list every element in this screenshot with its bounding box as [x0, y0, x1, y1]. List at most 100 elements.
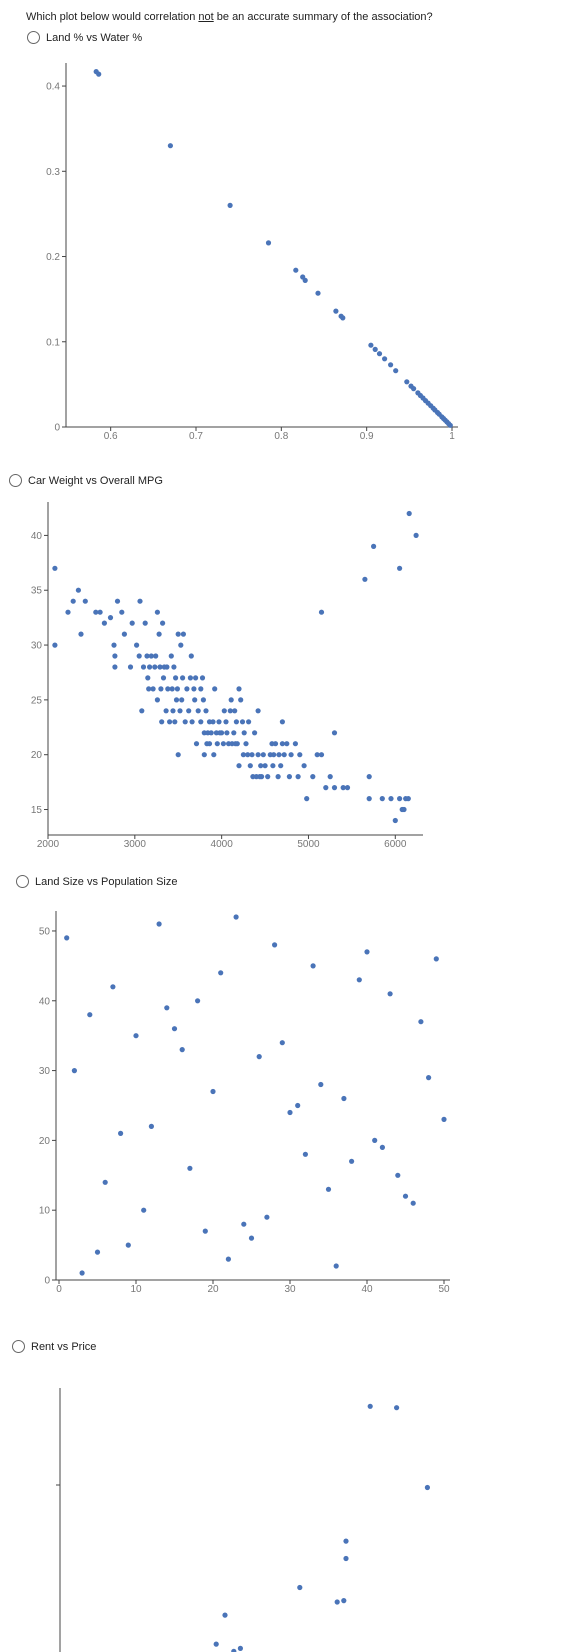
- y-tick-label: 0: [54, 423, 60, 434]
- data-point: [293, 267, 299, 273]
- x-tick-label: 0: [56, 1284, 62, 1295]
- data-point: [258, 763, 264, 769]
- y-tick-label: 0.3: [46, 167, 60, 178]
- x-tick-label: 20: [207, 1284, 219, 1295]
- data-point: [140, 664, 147, 670]
- option-land-size-vs-population[interactable]: Land Size vs Population Size: [16, 875, 177, 888]
- y-tick-label: 20: [39, 1136, 51, 1147]
- data-point: [343, 1538, 349, 1544]
- data-point: [297, 1584, 303, 1591]
- y-tick: 40: [39, 996, 56, 1007]
- data-point: [158, 686, 164, 692]
- data-point: [136, 653, 142, 659]
- data-point: [318, 609, 325, 615]
- data-point: [193, 675, 199, 681]
- data-point: [220, 741, 226, 747]
- data-point: [203, 708, 209, 714]
- y-tick-label: 25: [31, 695, 43, 706]
- option-car-weight-vs-mpg[interactable]: Car Weight vs Overall MPG: [9, 474, 163, 487]
- radio-button[interactable]: [9, 474, 22, 487]
- data-point: [249, 752, 255, 758]
- data-point: [248, 1235, 255, 1241]
- x-tick-label: 10: [130, 1284, 142, 1295]
- option-rent-vs-price[interactable]: Rent vs Price: [12, 1340, 96, 1353]
- data-point: [281, 752, 287, 758]
- data-point: [101, 620, 107, 626]
- data-point: [379, 796, 385, 802]
- data-point: [395, 1172, 401, 1178]
- x-tick: 0.9: [360, 427, 374, 442]
- radio-button[interactable]: [16, 875, 29, 888]
- data-point: [287, 1109, 293, 1116]
- y-tick-label: 20: [31, 750, 43, 761]
- x-tick: 40: [361, 1280, 373, 1295]
- data-point: [198, 686, 204, 692]
- x-tick-label: 30: [284, 1284, 296, 1295]
- data-point: [125, 1242, 131, 1248]
- y-tick: 15: [31, 805, 48, 816]
- data-point: [195, 708, 201, 714]
- data-point: [231, 1648, 237, 1652]
- data-point: [212, 686, 218, 692]
- option-land-vs-water[interactable]: Land % vs Water %: [27, 31, 142, 44]
- x-tick-label: 6000: [384, 839, 407, 850]
- data-point: [93, 609, 99, 615]
- data-point: [297, 752, 303, 758]
- radio-button[interactable]: [12, 1340, 25, 1353]
- data-point: [164, 664, 170, 670]
- data-point: [302, 1151, 308, 1157]
- data-point: [334, 1599, 340, 1605]
- y-tick: 0.1: [46, 337, 66, 348]
- data-point: [270, 763, 276, 769]
- data-point: [96, 71, 102, 77]
- data-point: [264, 1214, 270, 1220]
- data-point: [171, 1026, 178, 1032]
- data-point: [388, 362, 394, 368]
- data-point: [114, 598, 121, 604]
- data-point: [295, 1102, 301, 1109]
- data-point: [223, 719, 229, 725]
- data-point: [192, 697, 198, 703]
- data-point: [252, 730, 258, 736]
- data-point: [260, 752, 266, 758]
- data-point: [411, 386, 417, 392]
- y-tick: 0: [44, 1276, 56, 1287]
- data-point: [246, 719, 252, 725]
- data-point: [366, 774, 372, 780]
- data-point: [318, 1081, 324, 1088]
- data-point: [182, 719, 188, 725]
- y-tick: 30: [31, 641, 48, 652]
- data-point: [241, 730, 247, 736]
- data-point: [208, 730, 214, 736]
- question-emphasis: not: [198, 11, 214, 23]
- option-label: Rent vs Price: [31, 1340, 97, 1353]
- data-point: [238, 697, 244, 703]
- question-text: Which plot below would correlation not b…: [26, 11, 433, 23]
- data-point: [388, 796, 394, 802]
- data-point: [278, 763, 284, 769]
- data-point: [107, 615, 114, 621]
- x-tick-label: 1: [449, 431, 455, 442]
- data-point: [165, 686, 171, 692]
- x-tick: 0: [56, 1280, 62, 1295]
- data-point: [331, 730, 338, 736]
- data-point: [184, 686, 190, 692]
- data-point: [310, 963, 316, 969]
- data-point: [187, 1165, 193, 1171]
- data-point: [148, 653, 154, 659]
- data-point: [189, 719, 195, 725]
- x-tick: 50: [438, 1280, 450, 1295]
- radio-button[interactable]: [27, 31, 40, 44]
- data-point: [295, 774, 301, 780]
- data-point: [259, 774, 265, 780]
- data-point: [333, 1263, 339, 1269]
- data-point: [318, 752, 325, 758]
- data-point: [402, 1193, 409, 1199]
- x-tick-label: 2000: [37, 839, 60, 850]
- y-tick: 0.3: [46, 167, 66, 178]
- x-tick-label: 0.8: [274, 431, 288, 442]
- data-point: [97, 609, 103, 615]
- data-point: [206, 741, 213, 747]
- data-point: [210, 719, 216, 725]
- data-point: [119, 609, 125, 615]
